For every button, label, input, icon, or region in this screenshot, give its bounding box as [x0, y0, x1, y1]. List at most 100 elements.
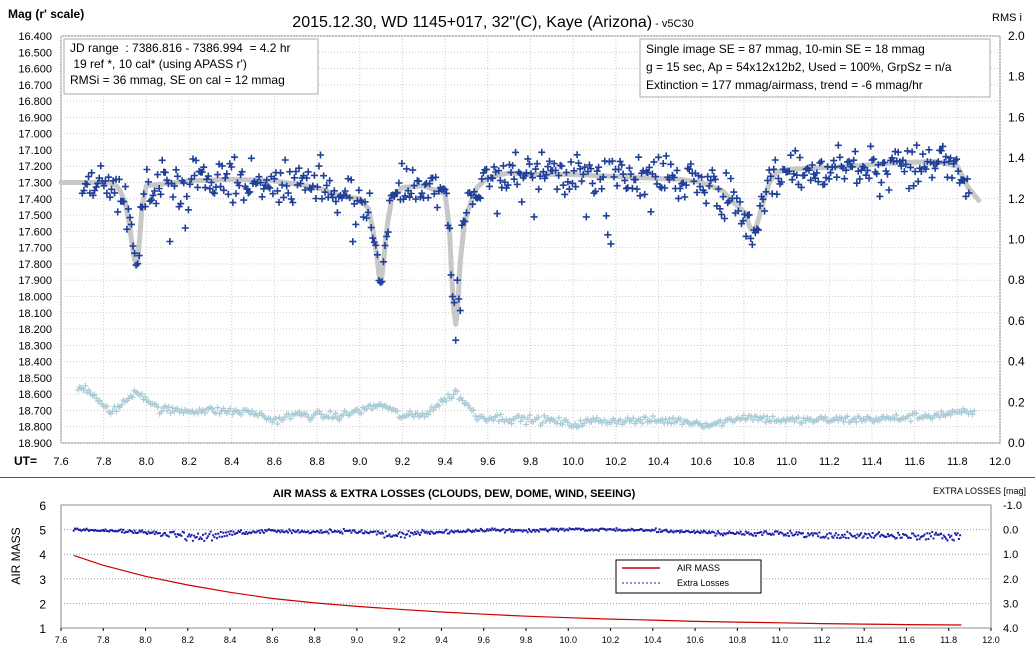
- top-x-tick-label: 8.0: [139, 456, 154, 468]
- extra-loss-point: [167, 535, 170, 538]
- data-point: [89, 191, 97, 199]
- extra-loss-point: [393, 534, 396, 537]
- data-point: [562, 168, 570, 176]
- rms-point: [822, 414, 829, 421]
- extra-loss-point: [853, 534, 856, 537]
- extra-loss-point: [947, 533, 950, 536]
- top-y2-tick-label: 0.0: [1008, 436, 1025, 450]
- extra-loss-point: [583, 529, 586, 532]
- extra-loss-point: [463, 530, 466, 533]
- rms-point: [407, 408, 413, 415]
- info-right-line-1: Single image SE = 87 mmag, 10-min SE = 1…: [646, 42, 925, 56]
- bottom-y2-tick-label: 0.0: [1003, 525, 1018, 537]
- data-point: [641, 190, 649, 198]
- top-y-tick-label: 17.500: [18, 210, 52, 222]
- data-point: [507, 169, 515, 176]
- rms-point: [272, 415, 279, 422]
- data-point: [200, 163, 208, 171]
- extra-loss-point: [826, 533, 828, 536]
- data-point: [220, 186, 228, 194]
- extra-loss-point: [728, 530, 731, 533]
- top-y-tick-label: 18.500: [18, 373, 52, 385]
- extra-loss-point: [725, 532, 728, 535]
- top-y2-tick-label: 1.0: [1008, 233, 1025, 247]
- extra-loss-point: [955, 534, 958, 536]
- extra-loss-point: [839, 536, 842, 539]
- extra-loss-point: [75, 528, 78, 531]
- data-point: [904, 147, 911, 155]
- extra-loss-point: [595, 528, 598, 531]
- rms-point: [318, 411, 325, 418]
- rms-point: [214, 404, 221, 411]
- extra-loss-point: [837, 533, 840, 536]
- rms-point: [666, 416, 673, 422]
- bottom-x-tick-label: 8.2: [182, 635, 195, 645]
- extra-loss-point: [658, 528, 661, 531]
- top-y-tick-label: 16.800: [18, 96, 52, 108]
- top-ylabel: Mag (r' scale): [8, 7, 84, 21]
- extra-loss-point: [260, 529, 263, 531]
- top-x-tick-label: 9.8: [523, 456, 538, 468]
- info-box-right: Single image SE = 87 mmag, 10-min SE = 1…: [639, 38, 991, 98]
- rms-point: [581, 420, 588, 427]
- extra-loss-point: [169, 531, 172, 534]
- top-y2-tick-label: 1.2: [1008, 192, 1025, 206]
- extra-loss-point: [727, 532, 730, 535]
- extra-loss-point: [524, 529, 527, 532]
- extra-loss-point: [525, 529, 528, 532]
- extra-loss-point: [572, 528, 575, 531]
- data-point: [579, 170, 587, 178]
- extra-loss-point: [605, 529, 608, 532]
- data-point: [662, 152, 670, 160]
- extra-loss-point: [421, 528, 424, 531]
- extra-loss-point: [198, 538, 201, 541]
- top-x-tick-label: 11.0: [776, 456, 797, 468]
- data-point: [853, 179, 861, 187]
- rms-point: [969, 411, 976, 418]
- extra-loss-point: [801, 532, 804, 535]
- data-point: [667, 160, 675, 168]
- data-point: [851, 148, 859, 155]
- data-point: [696, 183, 704, 191]
- data-point: [403, 165, 411, 173]
- extra-loss-point: [347, 530, 350, 532]
- data-point: [880, 159, 888, 166]
- data-point: [286, 168, 294, 176]
- extra-loss-point: [301, 529, 303, 532]
- extra-loss-point: [878, 531, 880, 534]
- extra-loss-point: [550, 527, 553, 530]
- extra-loss-point: [341, 532, 344, 535]
- data-point: [430, 190, 438, 198]
- extra-loss-point: [406, 533, 409, 536]
- extra-loss-point: [697, 531, 700, 534]
- extra-loss-point: [957, 538, 960, 540]
- data-point: [722, 169, 730, 177]
- data-point: [329, 194, 337, 201]
- extra-loss-point: [625, 529, 628, 532]
- rms-point: [158, 408, 165, 415]
- extra-loss-point: [361, 532, 364, 535]
- extra-loss-point: [197, 532, 199, 535]
- data-point: [598, 185, 606, 193]
- extra-loss-point: [767, 533, 770, 536]
- rms-point: [138, 391, 145, 397]
- extra-loss-point: [283, 531, 286, 534]
- data-point: [401, 192, 409, 200]
- extra-loss-point: [512, 531, 515, 533]
- extra-loss-point: [718, 532, 721, 534]
- data-point: [149, 191, 157, 199]
- data-point: [736, 198, 744, 206]
- extra-loss-point: [741, 533, 743, 536]
- extra-loss-point: [632, 528, 634, 531]
- top-x-tick-label: 11.6: [904, 456, 925, 468]
- extra-loss-point: [103, 530, 106, 532]
- data-point: [931, 164, 939, 172]
- extra-loss-point: [526, 531, 529, 534]
- extra-loss-point: [332, 530, 335, 533]
- rms-point: [104, 403, 111, 410]
- data-point: [449, 293, 457, 301]
- extra-loss-point: [827, 537, 830, 540]
- extra-loss-point: [437, 530, 440, 533]
- data-point: [373, 251, 381, 259]
- data-point: [398, 160, 406, 167]
